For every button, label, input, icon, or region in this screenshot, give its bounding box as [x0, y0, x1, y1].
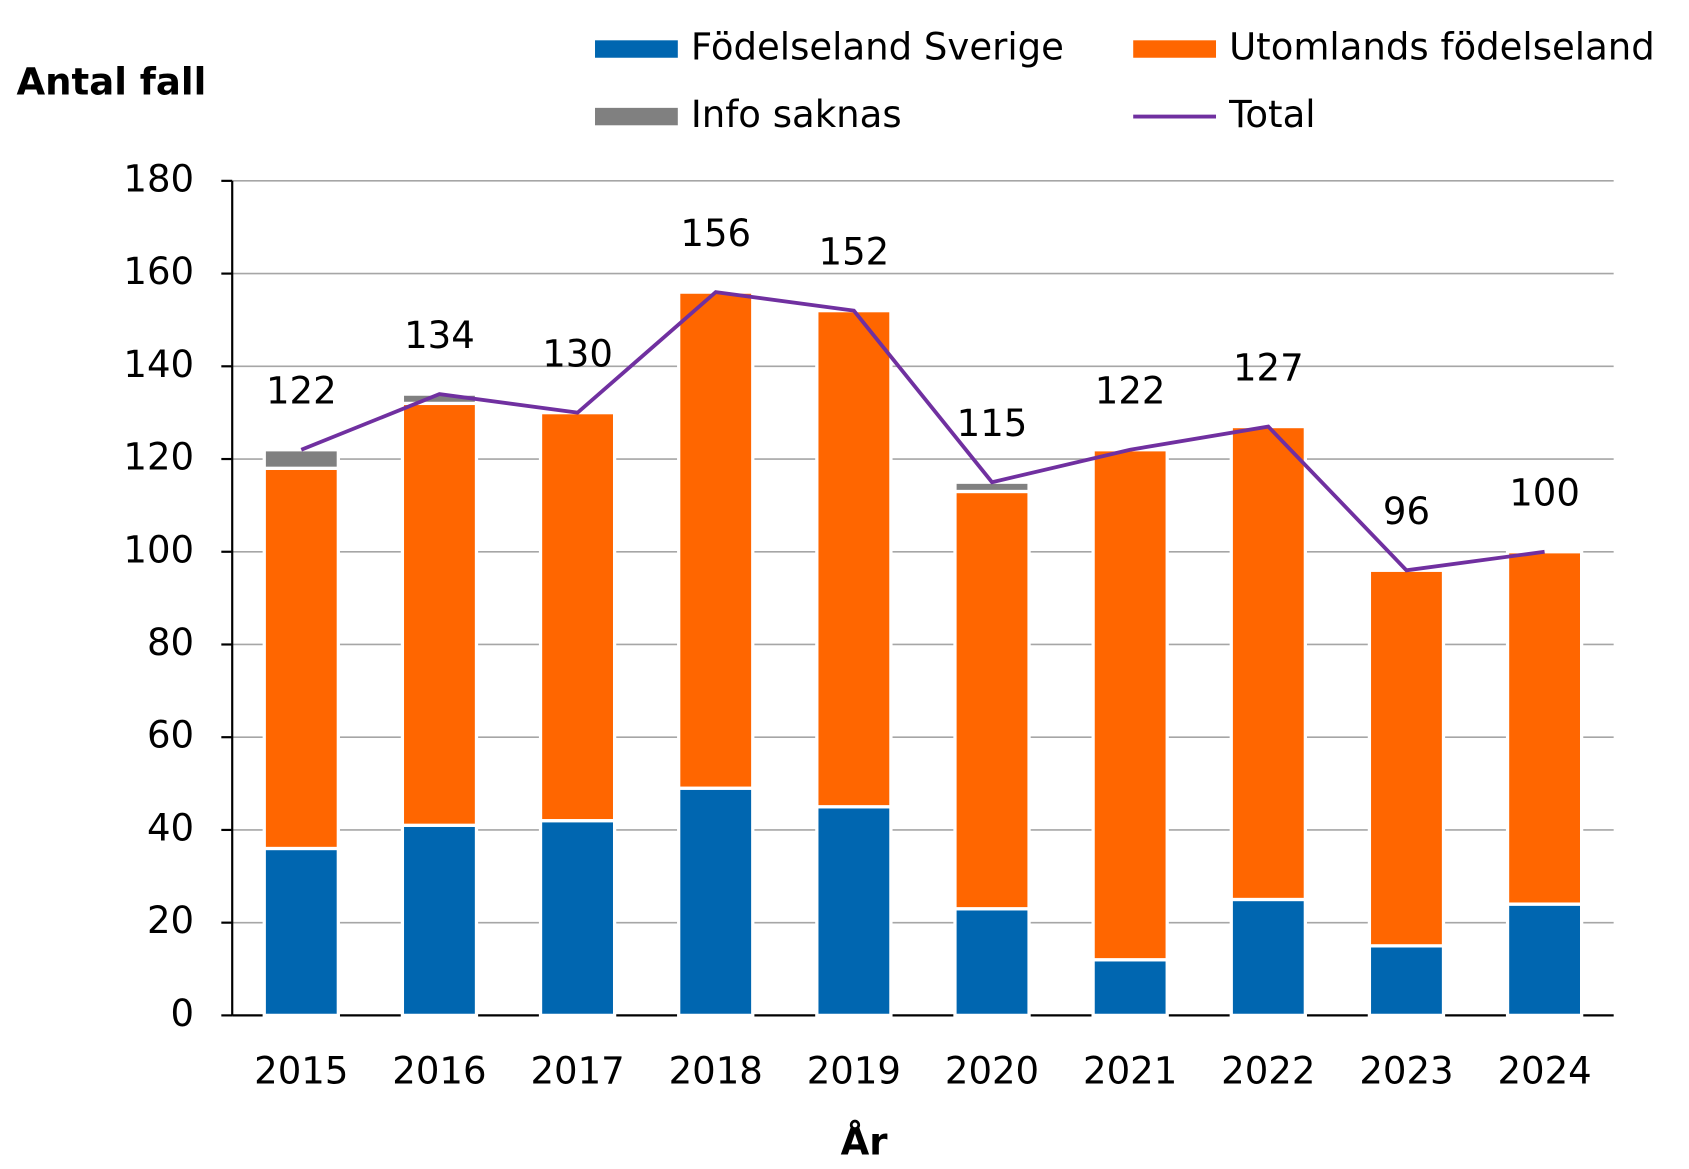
- data-label: 156: [680, 212, 751, 255]
- bar: [1091, 448, 1169, 962]
- x-axis-title: År: [841, 1119, 889, 1163]
- y-tick-label: 180: [123, 157, 194, 200]
- bar: [1229, 897, 1307, 1018]
- bar: [1505, 902, 1584, 1018]
- bar: [400, 823, 479, 1018]
- x-tick-label: 2022: [1221, 1050, 1315, 1093]
- bar: [1091, 958, 1169, 1018]
- y-tick-label: 20: [147, 899, 194, 942]
- x-tick-label: 2015: [254, 1050, 348, 1093]
- y-tick-label: 160: [123, 250, 194, 293]
- legend-label: Födelseland Sverige: [691, 26, 1064, 69]
- data-label: 122: [1095, 370, 1166, 413]
- bar: [677, 290, 755, 790]
- bar: [815, 805, 893, 1018]
- bar: [1229, 424, 1307, 902]
- y-tick-label: 40: [147, 806, 194, 849]
- legend-swatch: [595, 40, 678, 58]
- x-tick-label: 2019: [807, 1050, 901, 1093]
- bar: [953, 489, 1031, 911]
- bar: [262, 448, 340, 470]
- data-label: 115: [957, 402, 1028, 445]
- x-tick-label: 2023: [1359, 1050, 1453, 1093]
- x-tick-label: 2016: [392, 1050, 486, 1093]
- legend-label: Total: [1228, 93, 1315, 136]
- bar: [677, 786, 755, 1018]
- y-tick-label: 0: [171, 992, 195, 1035]
- x-tick-label: 2017: [530, 1050, 624, 1093]
- data-label: 122: [266, 370, 337, 413]
- y-axis-title: Antal fall: [17, 60, 207, 103]
- x-tick-label: 2020: [945, 1050, 1039, 1093]
- data-label: 100: [1509, 472, 1580, 515]
- y-tick-label: 140: [123, 343, 194, 386]
- total-line: [300, 290, 1545, 573]
- bar: [400, 401, 479, 827]
- bar: [538, 411, 617, 823]
- y-tick-label: 60: [147, 714, 194, 757]
- bar: [262, 466, 340, 851]
- legend-swatch: [595, 107, 678, 126]
- bar: [1367, 944, 1446, 1018]
- legend-label: Utomlands födelseland: [1229, 26, 1655, 69]
- bar: [262, 846, 340, 1018]
- bar: [538, 819, 617, 1018]
- y-tick-label: 120: [123, 436, 194, 479]
- bar: [1367, 568, 1446, 948]
- bar: [815, 309, 893, 809]
- y-tick-label: 80: [147, 621, 194, 664]
- data-label: 152: [819, 231, 890, 274]
- y-tick-label: 100: [123, 528, 194, 571]
- bar: [953, 907, 1031, 1018]
- data-label: 134: [404, 314, 475, 357]
- x-tick-label: 2021: [1083, 1050, 1177, 1093]
- bar: [1505, 550, 1584, 906]
- data-label: 130: [542, 333, 613, 376]
- x-tick-label: 2024: [1497, 1050, 1591, 1093]
- legend-label: Info saknas: [691, 93, 902, 136]
- x-tick-label: 2018: [669, 1050, 763, 1093]
- legend-swatch: [1133, 40, 1217, 58]
- data-label: 96: [1383, 490, 1430, 533]
- data-label: 127: [1233, 346, 1304, 389]
